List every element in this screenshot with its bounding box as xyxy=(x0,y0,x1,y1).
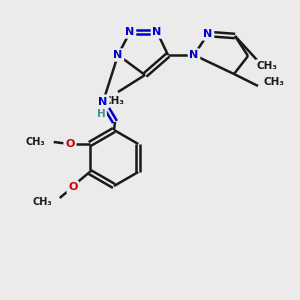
Text: N: N xyxy=(125,27,135,37)
Text: N: N xyxy=(189,50,199,60)
Text: N: N xyxy=(113,50,123,60)
Text: N: N xyxy=(98,97,108,107)
Text: H: H xyxy=(97,109,105,119)
Text: CH₃: CH₃ xyxy=(263,77,284,87)
Text: CH₃: CH₃ xyxy=(32,197,52,207)
Text: O: O xyxy=(68,182,77,192)
Text: CH₃: CH₃ xyxy=(103,96,124,106)
Text: CH₃: CH₃ xyxy=(256,61,278,71)
Text: N: N xyxy=(152,27,162,37)
Text: N: N xyxy=(203,29,213,39)
Text: O: O xyxy=(65,139,74,149)
Text: CH₃: CH₃ xyxy=(25,137,45,147)
